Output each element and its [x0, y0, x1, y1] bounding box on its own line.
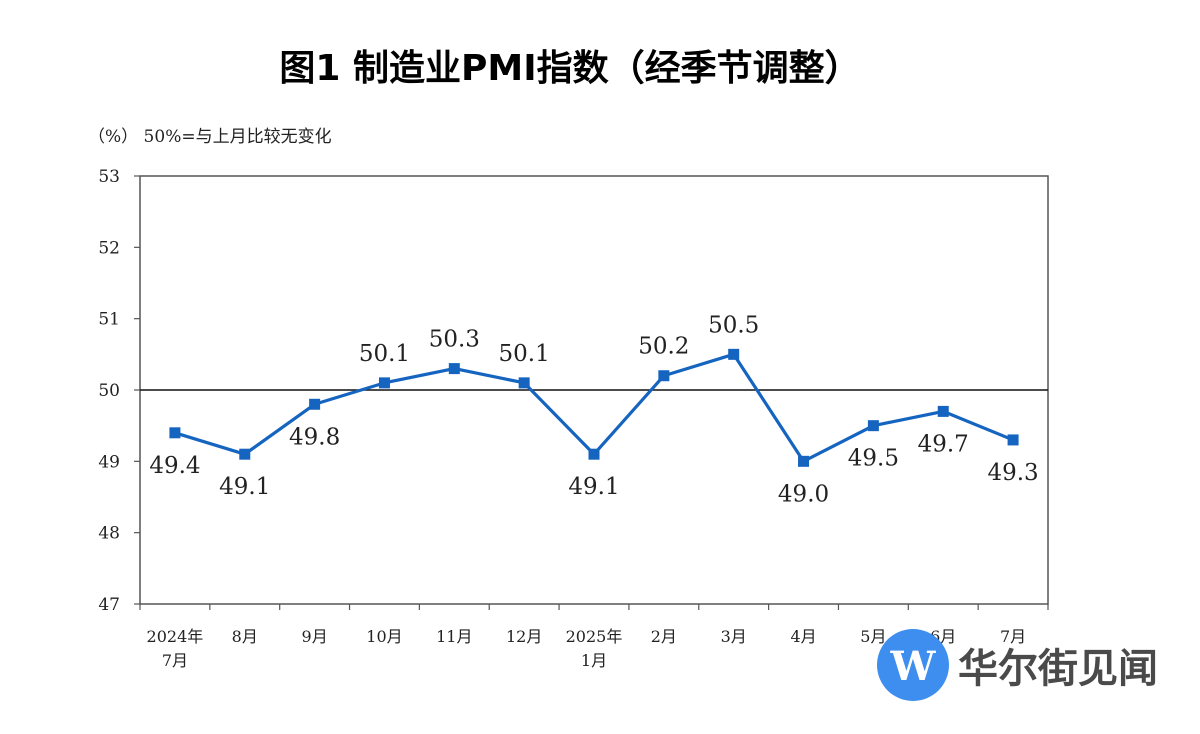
y-axis: 47 48 49 50 51 52 53: [98, 167, 140, 615]
x-tick-label: 11月: [436, 627, 472, 646]
data-label: 49.8: [289, 424, 340, 450]
unit-note: （%） 50%=与上月比较无变化: [88, 127, 332, 147]
data-point: [658, 370, 670, 382]
data-point: [588, 448, 600, 460]
x-tick-label: 2024年 7月: [147, 627, 204, 670]
data-point: [937, 405, 949, 417]
data-label: 50.3: [429, 327, 480, 353]
data-label: 50.1: [359, 341, 410, 367]
data-point: [448, 363, 460, 375]
y-tick-label: 48: [98, 524, 120, 544]
x-tick-label: 9月: [302, 627, 328, 646]
data-label: 49.3: [987, 460, 1038, 486]
data-point: [798, 455, 810, 467]
data-point: [378, 377, 390, 389]
data-label: 49.1: [219, 474, 270, 500]
x-tick-label: 3月: [721, 627, 747, 646]
data-label: 49.4: [149, 453, 200, 479]
data-label: 50.5: [708, 312, 759, 338]
x-tick-label: 5月: [860, 627, 886, 646]
chart-title: 图1 制造业PMI指数（经季节调整）: [279, 48, 860, 89]
data-label: 49.5: [848, 446, 899, 472]
y-tick-label: 52: [98, 238, 120, 258]
y-tick-label: 51: [98, 310, 120, 330]
data-label: 49.0: [778, 481, 829, 507]
data-label: 49.1: [568, 474, 619, 500]
x-tick-label: 12月: [506, 627, 542, 646]
x-tick-label: 8月: [232, 627, 258, 646]
data-label: 49.7: [918, 431, 969, 457]
data-point: [518, 377, 530, 389]
x-tick-label: 10月: [366, 627, 402, 646]
y-tick-label: 53: [98, 167, 120, 187]
data-point: [169, 427, 181, 439]
data-point: [867, 420, 879, 432]
x-tick-label: 7月: [1000, 627, 1026, 646]
data-label: 50.2: [638, 334, 689, 360]
x-tick-label: 2025年 1月: [566, 627, 623, 670]
x-tick-label: 2月: [651, 627, 677, 646]
data-point: [239, 448, 251, 460]
data-point: [1007, 434, 1019, 446]
y-tick-label: 49: [98, 452, 120, 472]
watermark: W 华尔街见闻: [877, 629, 1158, 701]
y-tick-label: 47: [98, 595, 120, 615]
x-tick-label: 4月: [790, 627, 816, 646]
data-label: 50.1: [499, 341, 550, 367]
data-point: [728, 348, 740, 360]
watermark-text: 华尔街见闻: [958, 646, 1158, 692]
watermark-logo-icon: [877, 629, 949, 701]
data-point: [309, 398, 321, 410]
data-labels: 49.4 49.1 49.8 50.1 50.3 50.1 49.1 50.2 50.5 49.0…: [149, 312, 1038, 507]
y-tick-label: 50: [98, 381, 120, 401]
watermark-logo-letter: W: [890, 643, 937, 690]
data-points: [169, 348, 1019, 467]
